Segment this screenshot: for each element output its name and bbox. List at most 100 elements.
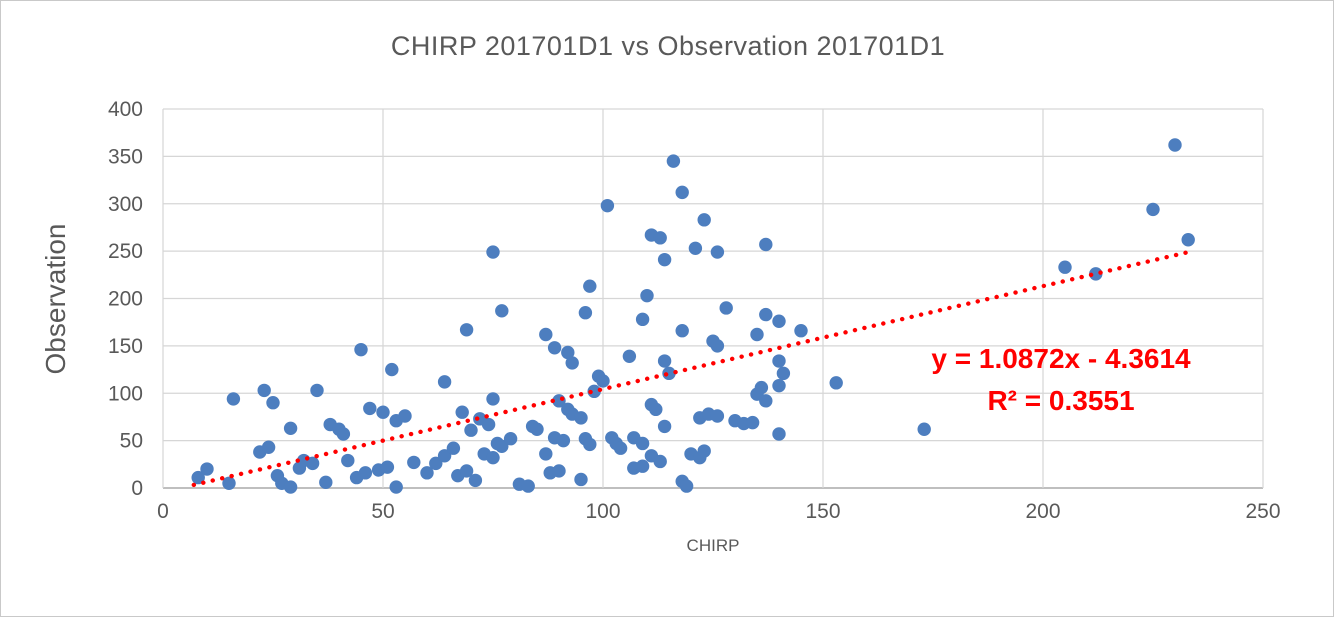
data-point <box>754 380 769 395</box>
data-point <box>622 349 637 363</box>
data-point <box>261 440 276 454</box>
data-point <box>503 432 518 446</box>
x-tick-label: 250 <box>1245 500 1280 523</box>
data-point <box>547 341 562 355</box>
data-point <box>613 441 628 455</box>
data-point <box>200 462 214 476</box>
data-point <box>578 306 593 320</box>
data-point <box>336 427 351 441</box>
data-point <box>653 454 667 469</box>
data-point <box>358 466 373 480</box>
data-point <box>398 409 412 423</box>
data-point <box>530 422 544 436</box>
data-point <box>657 419 672 434</box>
data-point <box>495 439 509 454</box>
y-tick-label: 50 <box>120 430 143 453</box>
y-tick-label: 150 <box>108 335 143 358</box>
data-point <box>574 411 588 425</box>
data-point <box>697 444 711 458</box>
data-point <box>719 301 733 315</box>
data-point <box>710 409 725 423</box>
data-point <box>305 456 320 471</box>
x-tick-label: 100 <box>585 500 620 523</box>
data-point <box>257 383 271 398</box>
data-point <box>635 312 650 327</box>
data-point <box>794 324 808 338</box>
data-point <box>495 304 509 318</box>
data-point <box>679 479 694 493</box>
data-point <box>1089 267 1103 281</box>
data-point <box>759 307 773 322</box>
data-point <box>829 376 843 390</box>
data-point <box>600 198 615 213</box>
data-point <box>486 450 500 465</box>
data-point <box>750 327 764 342</box>
data-point <box>455 405 469 419</box>
data-point <box>710 339 725 353</box>
data-point <box>437 449 452 463</box>
data-point <box>556 433 571 448</box>
data-point <box>657 354 672 368</box>
data-point <box>649 402 663 417</box>
data-point <box>385 362 399 377</box>
data-point <box>772 427 786 441</box>
data-point <box>1168 138 1182 152</box>
data-point <box>380 460 395 474</box>
data-point <box>635 436 650 451</box>
data-point <box>459 464 474 478</box>
data-point <box>759 394 773 408</box>
x-tick-label: 150 <box>805 500 840 523</box>
data-point <box>446 441 461 455</box>
data-point <box>675 324 689 338</box>
data-point <box>710 245 725 259</box>
data-point <box>583 437 597 452</box>
data-point <box>759 237 773 252</box>
data-point <box>283 421 298 436</box>
data-point <box>561 345 575 360</box>
y-tick-label: 200 <box>108 288 143 311</box>
data-point <box>1181 233 1195 247</box>
data-point <box>486 392 500 406</box>
data-point <box>459 323 474 337</box>
data-point <box>596 374 610 388</box>
data-point <box>222 476 236 490</box>
data-point <box>407 455 421 470</box>
r-squared-line: R² = 0.3551 <box>987 385 1135 416</box>
data-point <box>191 470 205 485</box>
data-point <box>521 479 535 493</box>
data-point <box>776 366 791 381</box>
data-point <box>468 473 483 488</box>
data-point <box>662 366 676 381</box>
data-point <box>640 288 654 303</box>
data-point <box>653 231 667 245</box>
data-point <box>574 472 588 487</box>
y-tick-label: 250 <box>108 240 143 263</box>
y-tick-label: 400 <box>108 98 143 121</box>
data-point <box>363 401 377 416</box>
x-tick-label: 0 <box>157 500 169 523</box>
trendline-equation-annotation: y = 1.0872x - 4.3614 R² = 0.3551 <box>881 338 1241 422</box>
data-point <box>772 314 786 328</box>
data-point <box>552 464 566 478</box>
data-point <box>539 447 553 461</box>
equation-line: y = 1.0872x - 4.3614 <box>931 343 1191 374</box>
x-tick-label: 200 <box>1025 500 1060 523</box>
data-point <box>697 213 711 227</box>
data-point <box>310 383 324 398</box>
data-point <box>429 456 443 471</box>
data-point <box>745 415 760 430</box>
y-tick-label: 350 <box>108 145 143 168</box>
data-point <box>481 417 496 432</box>
data-point <box>635 459 650 473</box>
x-tick-label: 50 <box>371 500 394 523</box>
data-point <box>354 342 368 357</box>
data-point <box>772 378 786 393</box>
data-point <box>437 375 452 389</box>
data-point <box>376 405 390 419</box>
data-point <box>666 154 681 168</box>
data-point <box>657 252 672 267</box>
y-tick-label: 300 <box>108 193 143 216</box>
data-point <box>464 423 478 437</box>
